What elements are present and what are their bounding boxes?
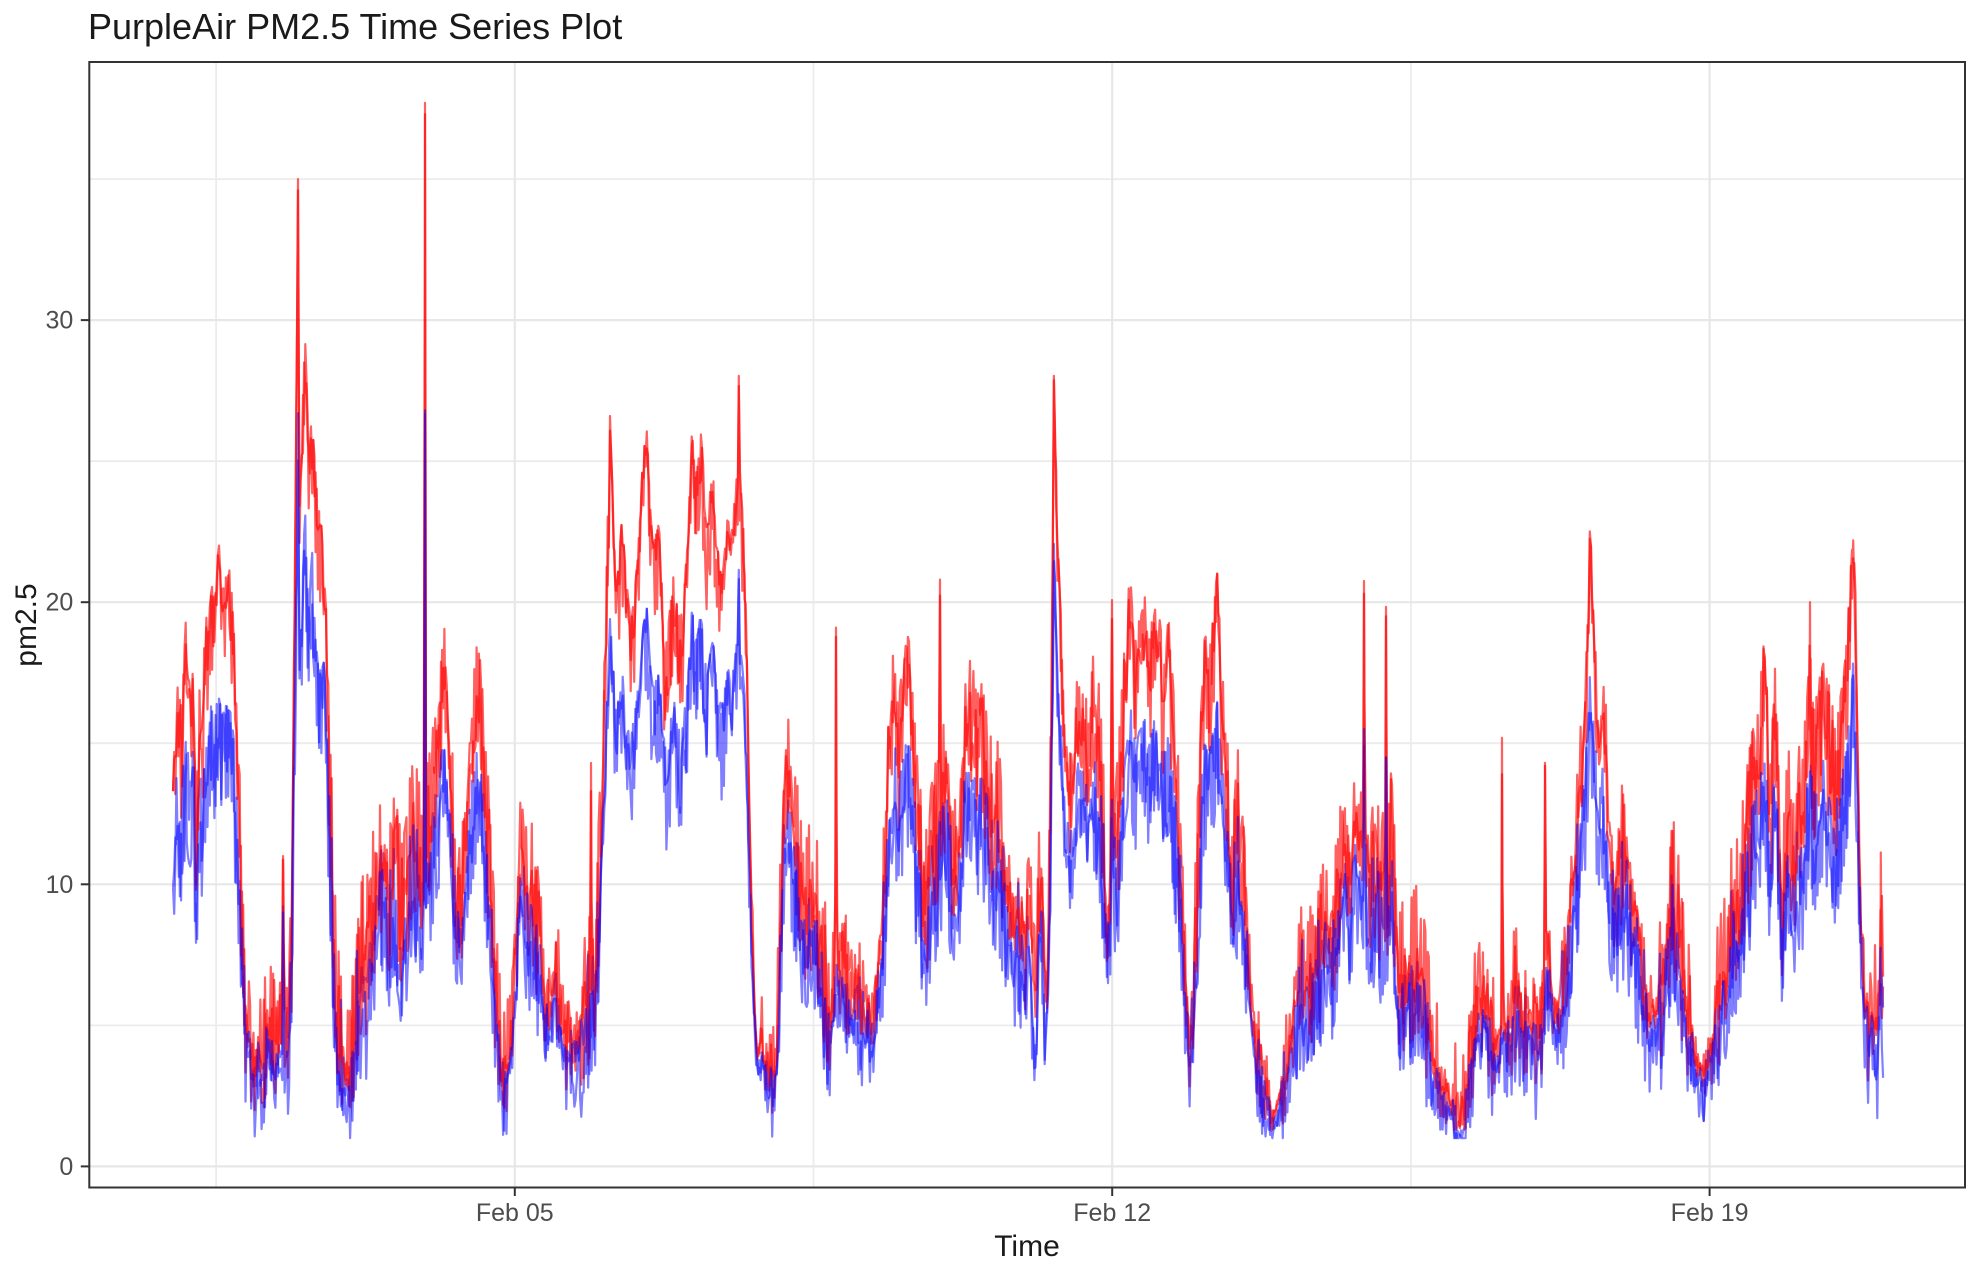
svg-text:Feb 12: Feb 12	[1073, 1199, 1151, 1227]
svg-text:0: 0	[59, 1153, 73, 1181]
svg-text:20: 20	[45, 589, 73, 617]
svg-text:Feb 05: Feb 05	[476, 1199, 554, 1227]
svg-text:pm2.5: pm2.5	[10, 583, 43, 666]
svg-text:Time: Time	[994, 1230, 1060, 1263]
svg-text:Feb 19: Feb 19	[1671, 1199, 1749, 1227]
svg-text:10: 10	[45, 871, 73, 899]
svg-text:30: 30	[45, 307, 73, 335]
svg-text:PurpleAir PM2.5 Time Series Pl: PurpleAir PM2.5 Time Series Plot	[88, 6, 622, 47]
